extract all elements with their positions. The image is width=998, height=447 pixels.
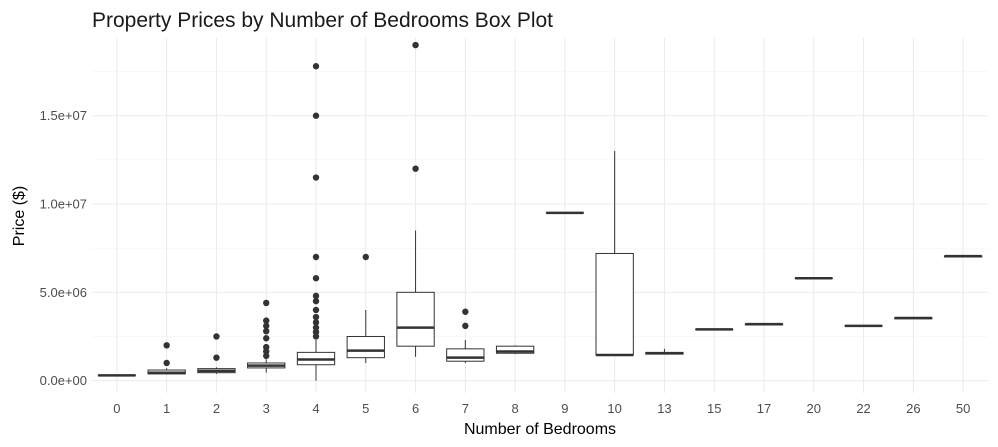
outlier-point — [263, 322, 270, 330]
iqr-box — [396, 291, 435, 347]
outlier-point — [263, 343, 270, 351]
box-26 — [894, 316, 933, 320]
box-7 — [446, 308, 485, 363]
iqr-box — [595, 252, 634, 356]
box-5 — [346, 253, 385, 363]
y-tick-label: 5.0e+06 — [40, 285, 87, 300]
x-tick-label: 26 — [906, 401, 920, 416]
outlier-point — [362, 253, 369, 261]
y-tick-label: 0.0e+00 — [40, 373, 87, 388]
chart-title: Property Prices by Number of Bedrooms Bo… — [92, 9, 553, 32]
iqr-box — [346, 335, 385, 359]
x-tick-label: 8 — [511, 401, 518, 416]
outlier-point — [263, 327, 270, 335]
iqr-box — [446, 348, 485, 362]
outlier-point — [312, 328, 320, 336]
box-2 — [197, 333, 236, 374]
x-tick-label: 7 — [462, 401, 469, 416]
x-tick-label: 3 — [263, 401, 270, 416]
x-tick-label: 10 — [607, 401, 621, 416]
x-tick-label: 1 — [163, 401, 170, 416]
x-axis: 0 1 2 3 4 5 6 7 8 9 10 13 15 17 20 22 26 50 — [113, 401, 970, 416]
box-6 — [396, 41, 435, 357]
y-tick-label: 1.5e+07 — [40, 108, 87, 123]
outlier-point — [312, 174, 320, 181]
outlier-point — [312, 253, 320, 261]
box-10 — [595, 151, 634, 357]
outlier-point — [312, 324, 320, 331]
outlier-point — [412, 165, 419, 172]
outlier-point — [462, 322, 469, 330]
y-axis-title: Price ($) — [11, 186, 28, 246]
outlier-point — [312, 313, 320, 321]
box-4 — [296, 63, 336, 381]
x-tick-label: 5 — [362, 401, 369, 416]
box-1 — [147, 342, 186, 375]
x-tick-label: 13 — [657, 401, 671, 416]
x-tick-label: 2 — [213, 401, 220, 416]
outlier-point — [263, 335, 270, 342]
x-tick-label: 6 — [412, 401, 419, 416]
box-3 — [247, 299, 286, 373]
x-tick-label: 17 — [757, 401, 771, 416]
outlier-point — [263, 352, 270, 360]
outlier-point — [263, 348, 270, 355]
x-tick-label: 9 — [561, 401, 568, 416]
outlier-point — [312, 306, 320, 314]
outlier-point — [462, 308, 469, 315]
boxes — [97, 41, 983, 381]
x-tick-label: 15 — [707, 401, 721, 416]
outlier-point — [312, 292, 320, 300]
outlier-point — [312, 319, 320, 326]
iqr-box — [495, 345, 535, 354]
x-tick-label: 22 — [856, 401, 870, 416]
outlier-point — [312, 297, 320, 305]
outlier-point — [213, 354, 220, 361]
outlier-point — [163, 342, 170, 349]
x-axis-title: Number of Bedrooms — [464, 421, 616, 438]
outlier-point — [312, 274, 320, 282]
x-tick-label: 20 — [807, 401, 821, 416]
outlier-point — [312, 333, 320, 340]
outlier-point — [263, 299, 270, 307]
outlier-point — [213, 333, 220, 340]
outlier-point — [412, 41, 419, 49]
outlier-point — [163, 359, 170, 367]
x-tick-label: 0 — [113, 401, 120, 416]
box-8 — [495, 345, 535, 355]
box-13 — [645, 348, 684, 355]
x-tick-label: 4 — [312, 401, 319, 416]
outlier-point — [263, 317, 270, 324]
box-50 — [943, 254, 983, 258]
y-tick-label: 1.0e+07 — [40, 197, 87, 212]
box-17 — [744, 322, 784, 326]
outlier-point — [312, 63, 320, 70]
x-tick-label: 50 — [956, 401, 970, 416]
y-axis: 0.0e+00 5.0e+06 1.0e+07 1.5e+07 — [40, 108, 87, 388]
grid — [92, 38, 988, 393]
outlier-point — [312, 112, 320, 119]
